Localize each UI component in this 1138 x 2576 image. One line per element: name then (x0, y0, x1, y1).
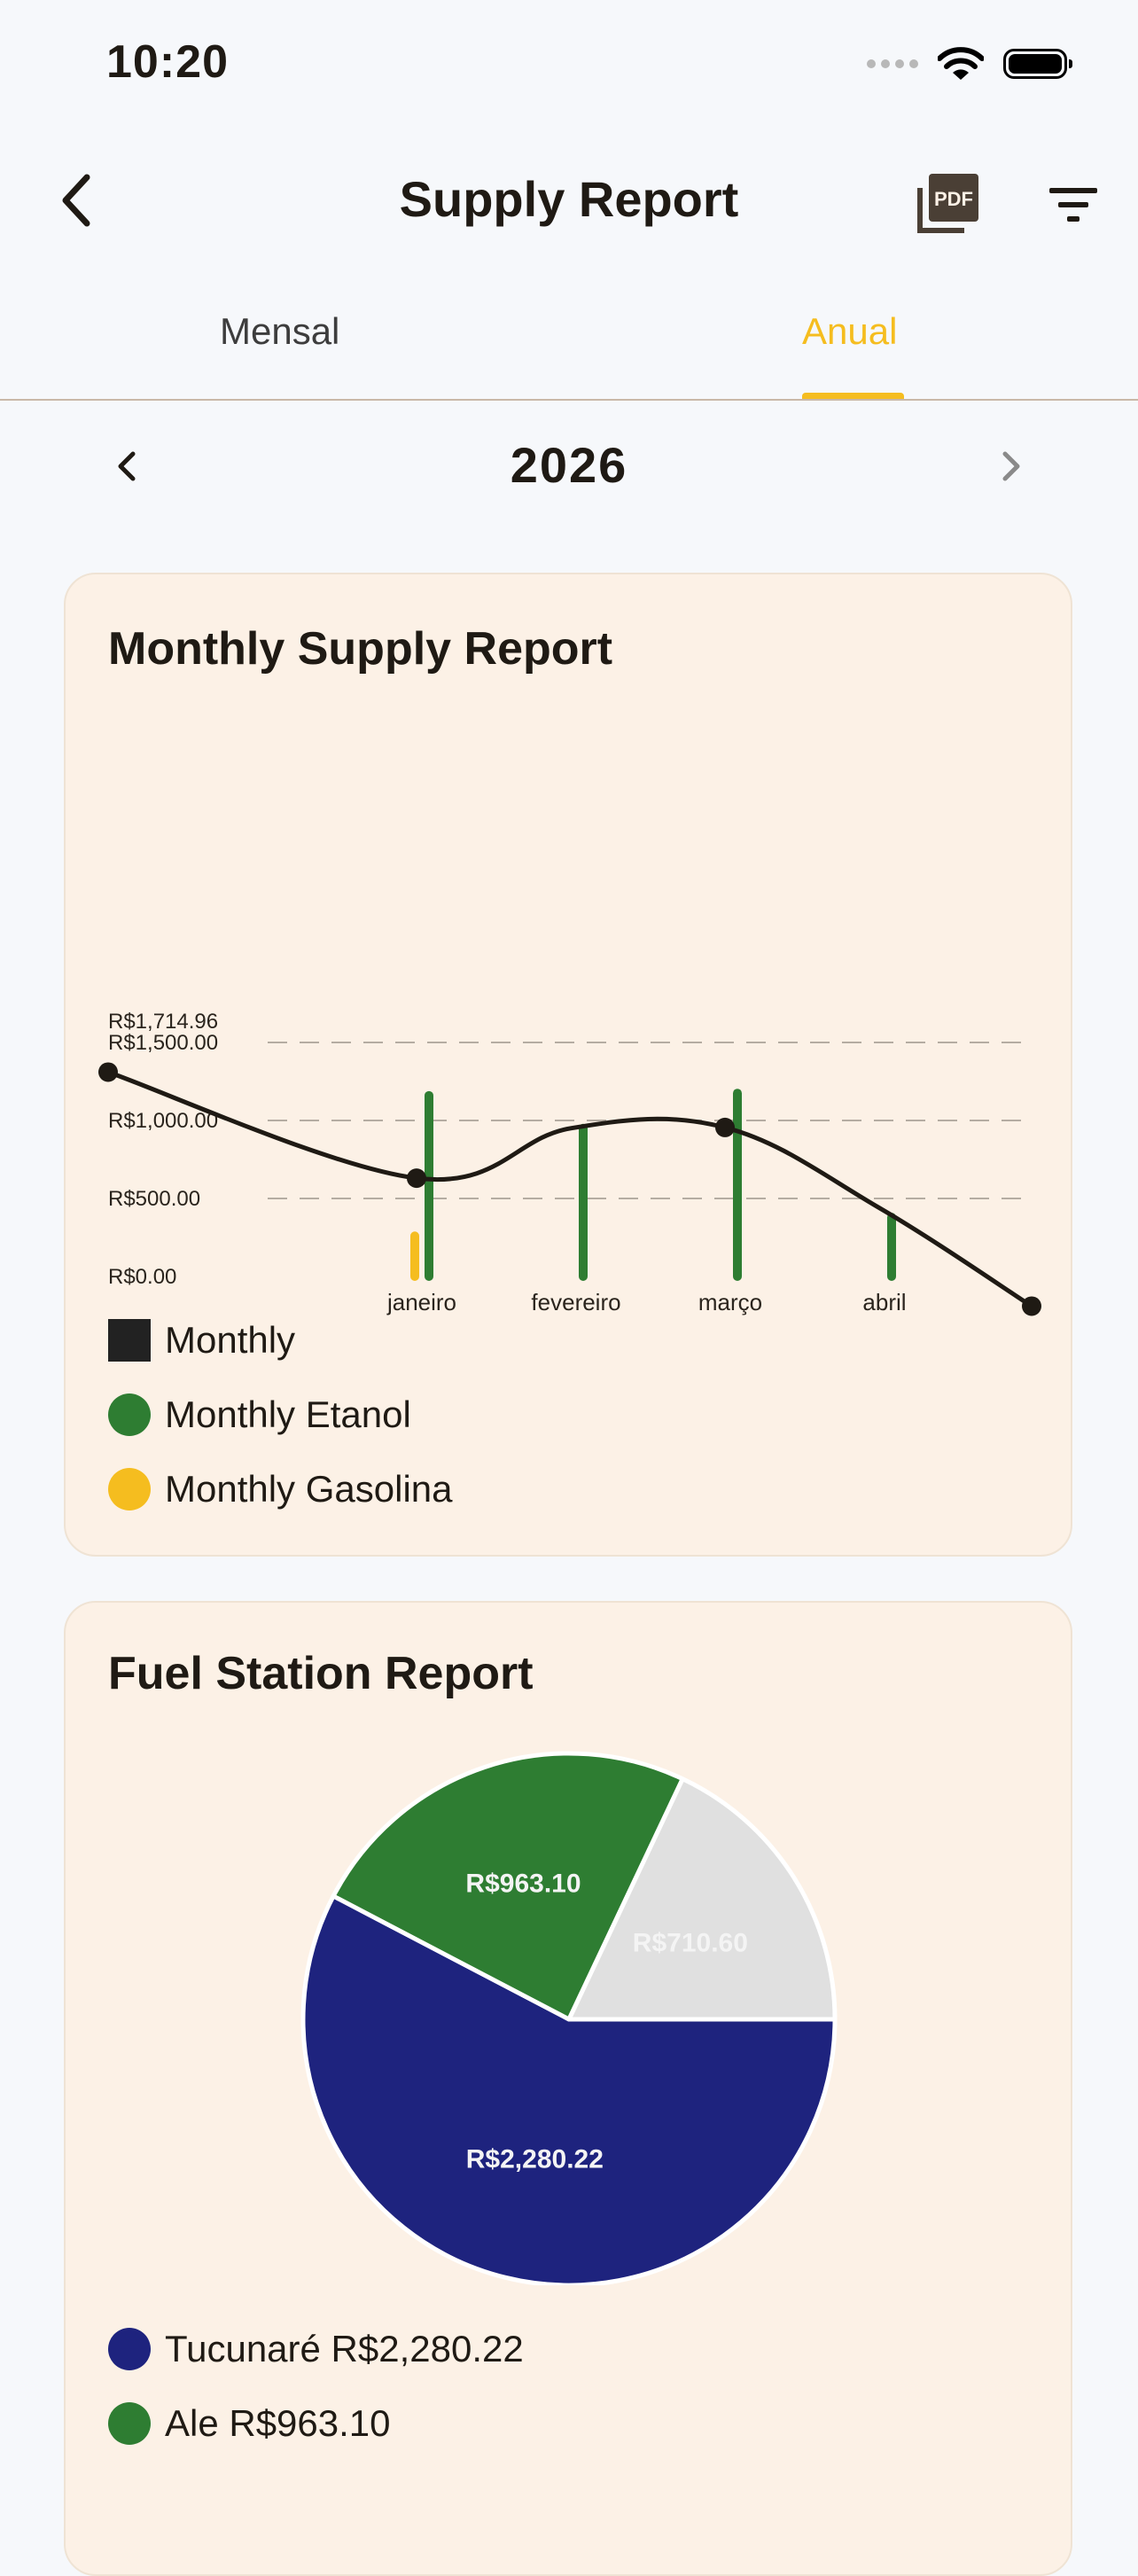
x-tick-label: março (698, 1289, 762, 1315)
page-title: Supply Report (399, 171, 739, 227)
pdf-icon: PDF (917, 174, 978, 233)
station-report-card: Fuel Station Report R$2,280.22 R$963.10 R$… (64, 1601, 1072, 2576)
chevron-left-icon (62, 174, 90, 227)
pie-slice-label: R$963.10 (465, 1869, 581, 1898)
legend-item-tucunare: Tucunaré R$2,280.22 (108, 2328, 524, 2370)
line-point (98, 1062, 118, 1082)
y-tick-label: R$500.00 (108, 1187, 200, 1211)
chevron-right-icon (1002, 451, 1020, 481)
x-tick-label: fevereiro (531, 1289, 620, 1315)
next-year-button[interactable] (989, 440, 1033, 493)
legend-label: Tucunaré R$2,280.22 (165, 2328, 524, 2369)
export-pdf-button[interactable]: PDF (913, 168, 984, 239)
line-point (1022, 1296, 1041, 1316)
y-tick-label: R$0.00 (108, 1265, 176, 1289)
status-icons (867, 39, 1072, 89)
signal-icon (867, 59, 918, 68)
y-tick-label: R$1,000.00 (108, 1109, 218, 1133)
legend-item-monthly: Monthly (108, 1319, 295, 1362)
chevron-left-icon (118, 451, 136, 481)
line-point (715, 1117, 735, 1137)
legend-label: Monthly (165, 1319, 296, 1361)
legend-swatch (108, 1393, 151, 1436)
tab-indicator (802, 393, 904, 400)
y-tick-label: R$1,500.00 (108, 1031, 218, 1055)
legend-label: Ale R$963.10 (165, 2402, 391, 2444)
year-label: 2026 (510, 437, 628, 493)
wifi-icon (938, 47, 984, 80)
monthly-chart: R$1,714.96 R$0.00 R$500.00 R$1,000.00 R$1,50… (98, 1010, 1041, 1316)
svg-text:PDF: PDF (934, 188, 973, 210)
legend-label: Monthly Etanol (165, 1393, 411, 1435)
filter-button[interactable] (1042, 174, 1104, 236)
filter-icon (1049, 188, 1097, 222)
legend-item-ale: Ale R$963.10 (108, 2402, 391, 2445)
x-tick-label: abril (862, 1289, 906, 1315)
tab-anual[interactable]: Anual (802, 310, 898, 352)
y-max-label: R$1,714.96 (108, 1010, 218, 1034)
legend-item-etanol: Monthly Etanol (108, 1393, 411, 1436)
battery-icon (1003, 49, 1072, 79)
pie-slice (300, 1893, 838, 2285)
legend-swatch (108, 2328, 151, 2370)
status-time: 10:20 (106, 36, 229, 88)
monthly-report-title: Monthly Supply Report (108, 623, 613, 675)
legend-swatch (108, 1468, 151, 1510)
pie-slice-label: R$2,280.22 (466, 2144, 604, 2174)
pie-slice (331, 1751, 685, 2022)
station-pie-chart: R$2,280.22 R$963.10 R$710.60 (300, 1751, 838, 2285)
legend-label: Monthly Gasolina (165, 1468, 453, 1510)
legend-swatch (108, 2402, 151, 2445)
line-monthly (107, 1070, 1033, 1308)
tab-mensal[interactable]: Mensal (220, 310, 340, 352)
legend-item-gasolina: Monthly Gasolina (108, 1468, 453, 1510)
pie-slice-label: R$710.60 (633, 1928, 748, 1957)
x-tick-label: janeiro (386, 1289, 456, 1315)
tab-divider (0, 399, 1138, 401)
pie-slice (566, 1776, 838, 2022)
line-point (407, 1168, 426, 1189)
previous-year-button[interactable] (105, 440, 149, 493)
monthly-report-card: Monthly Supply Report R$1,714.96 R$0.00 R$… (64, 573, 1072, 1557)
legend-swatch (108, 1319, 151, 1362)
station-report-title: Fuel Station Report (108, 1648, 534, 1699)
back-button[interactable] (50, 165, 103, 236)
